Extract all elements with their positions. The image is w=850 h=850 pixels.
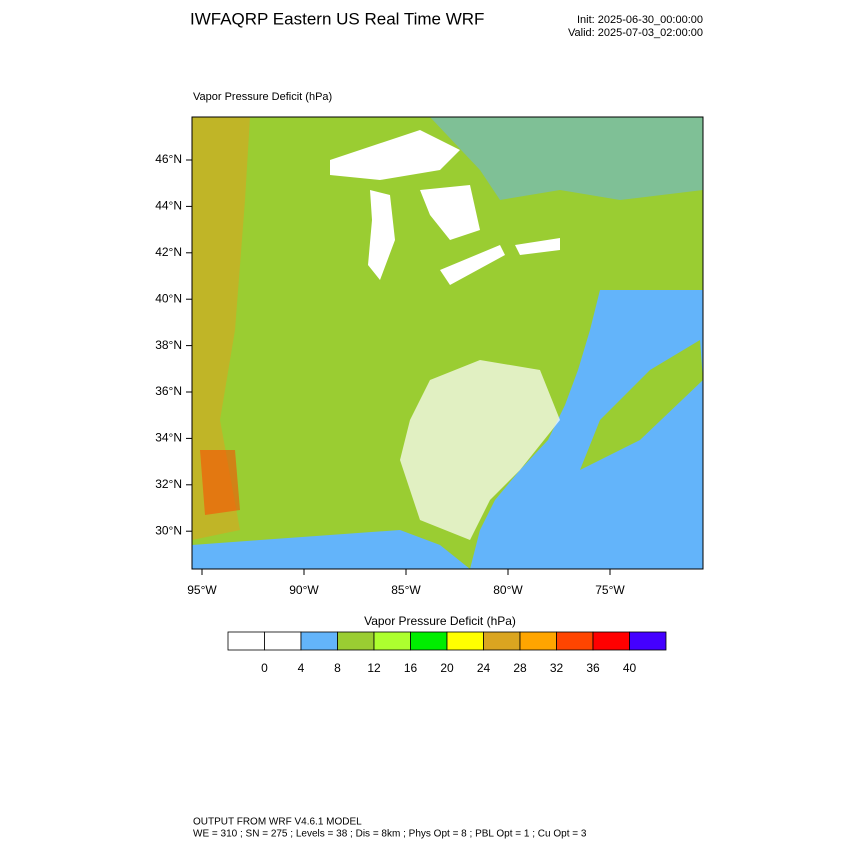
low-vpd (400, 360, 560, 540)
lat-label: 40°N (155, 291, 182, 305)
colorbar-tick-label: 40 (623, 661, 637, 675)
gulf (192, 530, 470, 569)
lat-label: 42°N (155, 245, 182, 259)
colorbar-box (483, 631, 521, 651)
colorbar-tick-label: 4 (298, 661, 305, 675)
colorbar-box (337, 631, 375, 651)
colorbar-tick-label: 24 (477, 661, 491, 675)
lon-label: 75°W (595, 583, 625, 597)
lat-label: 32°N (155, 477, 182, 491)
colorbar-title: Vapor Pressure Deficit (hPa) (364, 614, 516, 628)
colorbar-box (629, 631, 667, 651)
colorbar-box (300, 631, 338, 651)
colorbar-tick-label: 0 (261, 661, 268, 675)
colorbar-box (264, 631, 302, 651)
lat-label: 44°N (155, 199, 182, 213)
lat-label: 46°N (155, 152, 182, 166)
lake-ontario (515, 238, 560, 255)
colorbar-tick-label: 16 (404, 661, 418, 675)
colorbar-box (227, 631, 265, 651)
lon-label: 90°W (289, 583, 319, 597)
init-time: Init: 2025-06-30_00:00:00 (577, 14, 703, 26)
lat-label: 38°N (155, 338, 182, 352)
colorbar-box (373, 631, 411, 651)
footer-line: WE = 310 ; SN = 275 ; Levels = 38 ; Dis … (193, 829, 587, 840)
ocean-band (580, 340, 703, 470)
colorbar-box (446, 631, 484, 651)
colorbar-box (410, 631, 448, 651)
lake-erie (440, 245, 505, 285)
colorbar: 0 4 8 12 16 20 24 28 32 36 40 (227, 631, 667, 675)
colorbar-box (556, 631, 594, 651)
lake-superior (330, 130, 460, 180)
colorbar-tick-label: 20 (440, 661, 454, 675)
valid-time: Valid: 2025-07-03_02:00:00 (568, 27, 703, 39)
footer-line: OUTPUT FROM WRF V4.6.1 MODEL (193, 817, 362, 828)
axes: 46°N 44°N 42°N 40°N 38°N 36°N 34°N 32°N 30°N 95°W… (155, 152, 625, 597)
lat-label: 34°N (155, 431, 182, 445)
colorbar-box (519, 631, 557, 651)
colorbar-tick-label: 8 (334, 661, 341, 675)
lon-label: 85°W (391, 583, 421, 597)
lake-huron (420, 185, 480, 240)
colorbar-box (592, 631, 630, 651)
colorbar-tick-label: 28 (513, 661, 527, 675)
high-vpd-west (192, 117, 250, 540)
lake-michigan (368, 190, 395, 280)
colorbar-tick-label: 36 (586, 661, 600, 675)
atlantic (470, 290, 703, 569)
hot-spot (200, 450, 240, 515)
map-frame (191, 116, 704, 570)
colorbar-tick-label: 12 (367, 661, 381, 675)
map-label: Vapor Pressure Deficit (hPa) (193, 91, 332, 103)
lon-label: 80°W (493, 583, 523, 597)
lon-label: 95°W (187, 583, 217, 597)
canada (430, 117, 703, 200)
map (191, 116, 704, 570)
lat-label: 36°N (155, 384, 182, 398)
colorbar-tick-label: 32 (550, 661, 564, 675)
title: IWFAQRP Eastern US Real Time WRF (190, 9, 484, 28)
lat-label: 30°N (155, 523, 182, 537)
